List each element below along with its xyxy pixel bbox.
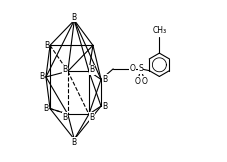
Text: B: B bbox=[62, 113, 67, 122]
Text: B: B bbox=[44, 41, 49, 50]
Text: O: O bbox=[129, 64, 135, 73]
Text: O: O bbox=[134, 76, 140, 86]
Text: B: B bbox=[89, 113, 94, 122]
Text: B: B bbox=[102, 75, 107, 84]
Text: B: B bbox=[43, 104, 48, 113]
Text: B: B bbox=[39, 72, 44, 81]
Text: S: S bbox=[138, 64, 143, 73]
Text: CH₃: CH₃ bbox=[152, 26, 166, 35]
Text: B: B bbox=[72, 13, 76, 22]
Text: B: B bbox=[72, 138, 76, 147]
Text: B: B bbox=[89, 65, 94, 74]
Text: B: B bbox=[102, 102, 107, 111]
Text: O: O bbox=[141, 76, 147, 86]
Text: B: B bbox=[62, 65, 67, 74]
